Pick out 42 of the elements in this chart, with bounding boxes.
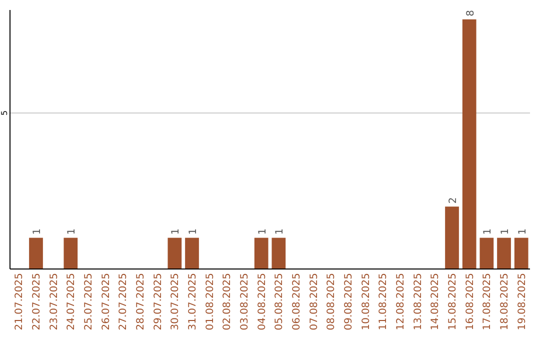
y-tick-label: 5 xyxy=(0,110,9,116)
data-label: 1 xyxy=(274,228,286,235)
x-tick-label: 24.07.2025 xyxy=(66,273,78,330)
data-label: 1 xyxy=(482,228,494,235)
data-label: 1 xyxy=(517,228,528,235)
x-tick-label: 03.08.2025 xyxy=(240,273,250,330)
data-label: 1 xyxy=(188,228,199,235)
data-label: 2 xyxy=(448,197,459,204)
x-tick-label: 18.08.2025 xyxy=(500,273,510,330)
x-tick-label: 10.08.2025 xyxy=(360,273,372,330)
x-tick-label: 13.08.2025 xyxy=(412,273,424,330)
data-label: 1 xyxy=(500,228,511,235)
x-tick-label: 06.08.2025 xyxy=(292,273,302,330)
x-tick-label: 09.08.2025 xyxy=(344,273,354,330)
data-label: 8 xyxy=(465,10,476,16)
x-tick-label: 02.08.2025 xyxy=(222,273,234,330)
x-tick-label: 14.08.2025 xyxy=(430,273,442,330)
x-tick-label: 07.08.2025 xyxy=(308,273,320,330)
data-label: 1 xyxy=(170,228,182,235)
data-label: 1 xyxy=(32,228,43,235)
x-tick-label: 04.08.2025 xyxy=(256,273,268,330)
x-tick-label: 26.07.2025 xyxy=(100,273,112,330)
x-tick-label: 12.08.2025 xyxy=(396,273,406,330)
x-tick-label: 28.07.2025 xyxy=(136,273,146,330)
x-tick-label: 05.08.2025 xyxy=(274,273,286,330)
x-tick-label: 16.08.2025 xyxy=(464,273,476,330)
x-tick-label: 15.08.2025 xyxy=(448,273,458,330)
x-tick-label: 21.07.2025 xyxy=(14,273,26,330)
x-tick-label: 30.07.2025 xyxy=(170,273,182,330)
x-tick-label: 01.08.2025 xyxy=(204,273,216,330)
x-tick-label: 22.07.2025 xyxy=(32,273,42,330)
x-tick-label: 27.07.2025 xyxy=(118,273,130,330)
x-tick-label: 25.07.2025 xyxy=(84,273,94,330)
x-tick-label: 31.07.2025 xyxy=(188,273,198,330)
x-tick-label: 08.08.2025 xyxy=(326,273,338,330)
x-tick-label: 29.07.2025 xyxy=(152,273,164,330)
data-label: 1 xyxy=(66,228,78,235)
x-tick-label: 23.07.2025 xyxy=(48,273,60,330)
x-tick-label: 11.08.2025 xyxy=(378,273,390,330)
x-tick-label: 17.08.2025 xyxy=(482,273,494,330)
x-tick-label: 19.08.2025 xyxy=(516,273,528,330)
data-label: 1 xyxy=(257,228,268,235)
